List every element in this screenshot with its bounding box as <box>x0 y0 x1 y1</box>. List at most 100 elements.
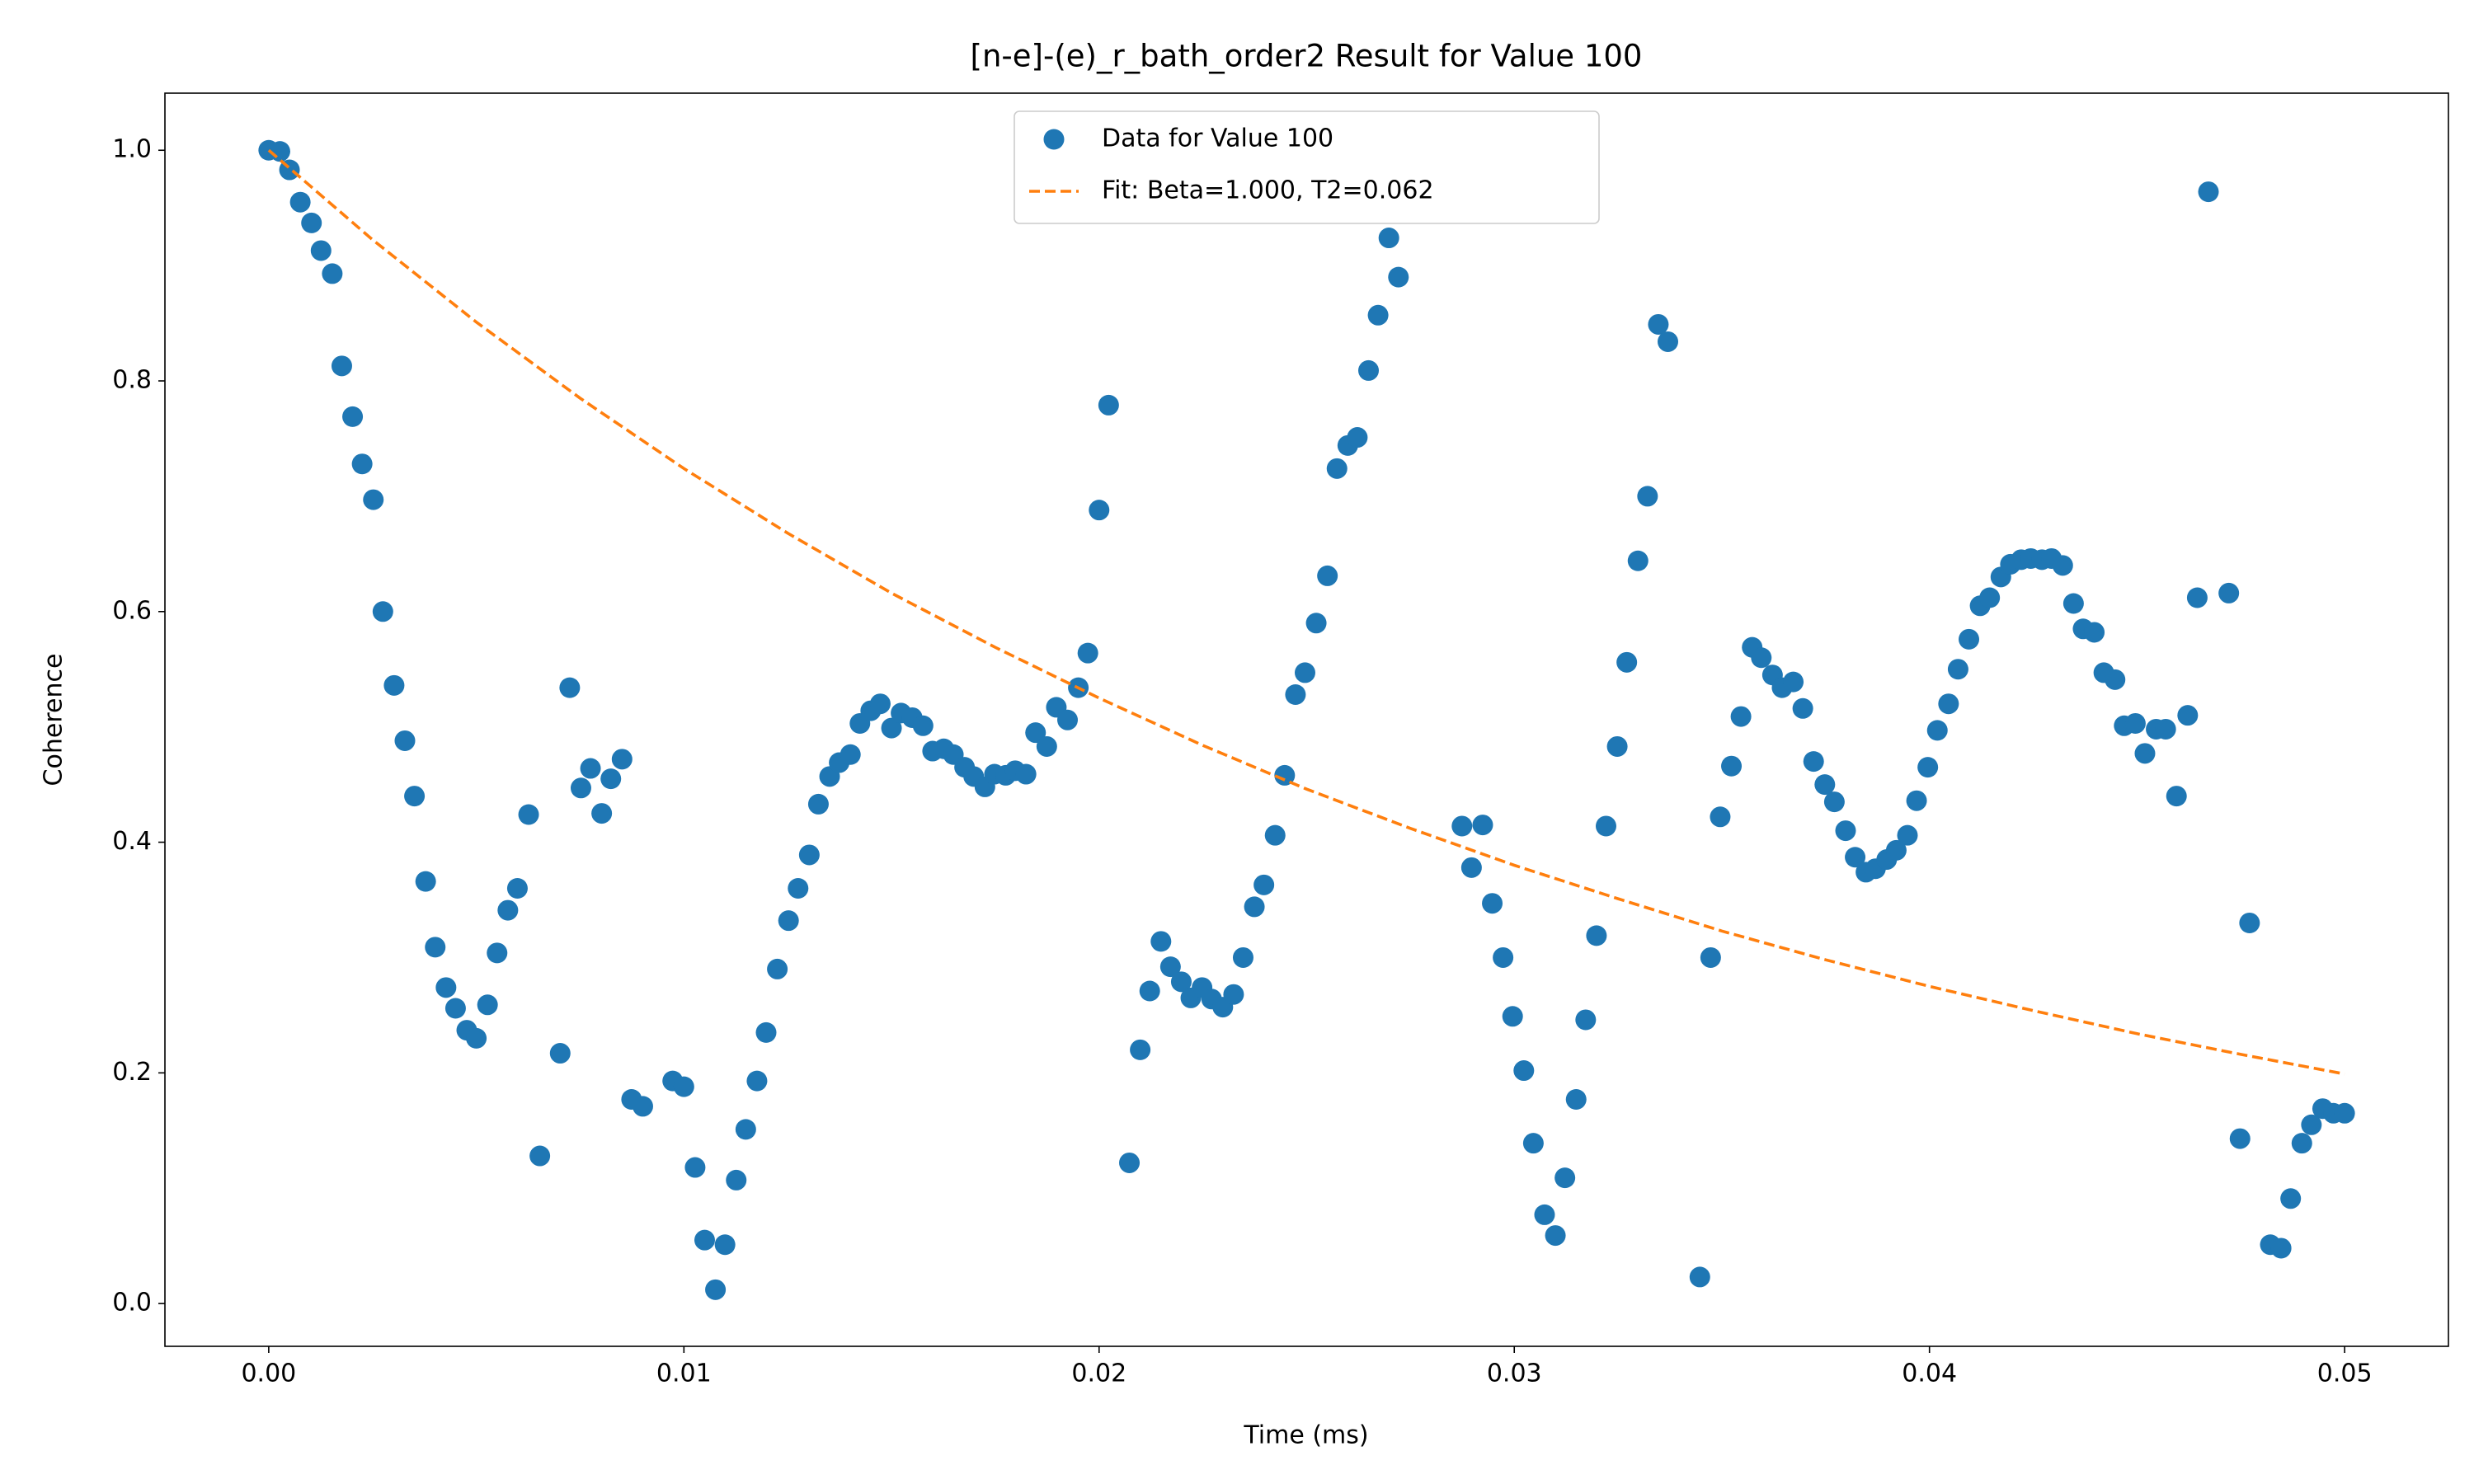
data-point <box>632 1096 653 1117</box>
data-point <box>1285 684 1306 706</box>
data-point <box>425 937 446 958</box>
x-tick-label: 0.03 <box>1487 1360 1542 1388</box>
data-point <box>2280 1188 2302 1209</box>
data-point <box>1244 896 1265 918</box>
data-point <box>1460 857 1482 878</box>
data-point <box>351 453 373 475</box>
data-point <box>383 674 405 696</box>
data-point <box>912 715 934 736</box>
data-point <box>881 717 902 739</box>
data-point <box>1274 764 1296 786</box>
data-point <box>435 977 457 998</box>
data-point <box>2291 1133 2312 1154</box>
data-point <box>1926 720 1948 741</box>
data-point <box>444 998 466 1019</box>
x-tick-label: 0.04 <box>1902 1360 1957 1388</box>
data-point <box>1710 806 1731 828</box>
data-point <box>1317 565 1338 586</box>
data-point <box>2166 786 2187 807</box>
data-point <box>1606 735 1628 757</box>
y-tick-label: 1.0 <box>112 135 152 164</box>
data-point <box>1493 946 1514 968</box>
data-point <box>559 677 581 698</box>
chart-title: [n-e]-(e)_r_bath_order2 Result for Value… <box>971 39 1643 74</box>
data-point <box>1637 486 1658 507</box>
data-point <box>1015 763 1037 785</box>
data-point <box>611 749 633 770</box>
x-tick-label: 0.02 <box>1071 1360 1126 1388</box>
data-point <box>807 793 829 815</box>
data-point <box>788 878 809 899</box>
data-point <box>2155 718 2176 740</box>
data-point <box>1803 751 1824 773</box>
y-tick-label: 0.6 <box>112 596 152 625</box>
data-point <box>591 803 613 824</box>
data-point <box>477 994 498 1016</box>
x-tick-label: 0.01 <box>656 1360 712 1388</box>
data-point <box>1823 791 1845 813</box>
data-point <box>415 871 436 892</box>
data-point <box>310 240 332 261</box>
data-point <box>1947 659 1968 680</box>
data-point <box>301 212 322 233</box>
data-point <box>1294 662 1315 683</box>
data-point <box>1036 735 1057 757</box>
data-point <box>487 942 508 964</box>
data-point <box>2134 743 2156 764</box>
y-tick-label: 0.8 <box>112 366 152 395</box>
data-point <box>1472 815 1493 836</box>
y-tick-label: 0.0 <box>112 1289 152 1317</box>
data-point <box>1119 1152 1141 1173</box>
data-point <box>1025 722 1047 744</box>
data-point <box>1730 706 1752 727</box>
data-point <box>1648 313 1669 335</box>
data-point <box>2334 1102 2355 1124</box>
data-point <box>694 1229 715 1251</box>
data-point <box>1253 874 1275 895</box>
data-point <box>1098 394 1119 416</box>
data-point <box>1347 427 1368 448</box>
data-point <box>705 1279 727 1300</box>
data-point <box>1627 550 1649 571</box>
data-point <box>1378 228 1399 249</box>
y-tick-label: 0.2 <box>112 1058 152 1087</box>
data-point <box>1170 971 1192 993</box>
data-point <box>1721 755 1743 777</box>
data-point <box>1575 1009 1597 1031</box>
data-point <box>529 1145 551 1167</box>
data-point <box>1388 266 1409 288</box>
data-point <box>798 844 820 866</box>
data-point <box>2052 555 2073 576</box>
data-point <box>1159 956 1181 978</box>
data-point <box>1130 1039 1151 1060</box>
data-point <box>1139 980 1160 1002</box>
data-point <box>404 786 426 807</box>
data-point <box>1700 946 1721 968</box>
data-point <box>1814 774 1836 796</box>
legend: Data for Value 100 Fit: Beta=1.000, T2=0.… <box>1014 110 1600 224</box>
data-point <box>322 263 343 284</box>
data-point <box>1534 1204 1555 1225</box>
data-point <box>2124 712 2146 734</box>
data-point <box>2239 912 2260 933</box>
legend-box <box>1014 110 1600 224</box>
data-point <box>1616 651 1638 673</box>
data-point <box>1979 587 2001 608</box>
data-point <box>269 141 290 162</box>
data-point <box>1595 815 1616 837</box>
data-point <box>767 958 788 979</box>
data-point <box>1565 1089 1587 1111</box>
data-point <box>549 1043 571 1064</box>
legend-label: Fit: Beta=1.000, T2=0.062 <box>1102 176 1434 205</box>
data-point <box>1689 1266 1710 1288</box>
data-point <box>840 744 861 765</box>
data-point <box>1792 697 1813 719</box>
data-point <box>1783 671 1804 693</box>
data-point <box>746 1070 768 1092</box>
data-point <box>363 489 384 510</box>
data-point <box>778 910 799 932</box>
data-point <box>1451 815 1473 837</box>
data-point <box>1502 1006 1523 1027</box>
data-point <box>673 1076 694 1097</box>
